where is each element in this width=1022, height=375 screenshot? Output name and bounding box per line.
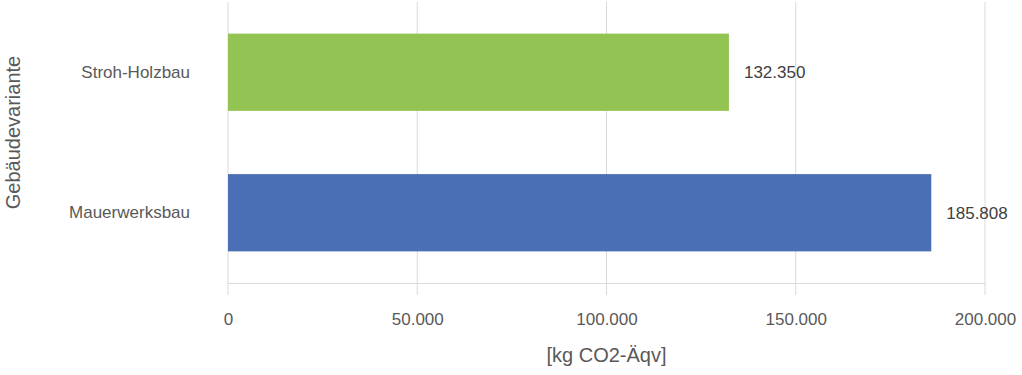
x-tick: 0 <box>224 283 233 329</box>
y-tick: Stroh-Holzbau <box>81 63 228 82</box>
x-tick: 50.000 <box>392 283 444 329</box>
data-label: 185.808 <box>946 204 1007 223</box>
x-tick-label: 0 <box>224 310 233 329</box>
plot: 132.350 185.808 0 50.000 100.000 150.000 200.0… <box>69 2 1016 329</box>
chart: 132.350 185.808 0 50.000 100.000 150.000 200.0… <box>0 0 1022 375</box>
x-tick-label: 100.000 <box>576 310 637 329</box>
data-label: 132.350 <box>744 63 805 82</box>
bar <box>228 174 931 251</box>
x-axis: 0 50.000 100.000 150.000 200.000 <box>224 283 1016 329</box>
y-tick-label: Mauerwerksbau <box>69 203 190 222</box>
y-tick: Mauerwerksbau <box>69 203 228 222</box>
grid <box>228 2 985 295</box>
y-axis-title: Gebäudevariante <box>2 56 24 209</box>
x-tick: 150.000 <box>766 283 827 329</box>
x-tick-label: 50.000 <box>392 310 444 329</box>
x-axis-title: [kg CO2-Äqv] <box>546 344 666 366</box>
x-tick-label: 150.000 <box>766 310 827 329</box>
bar <box>228 34 729 111</box>
x-axis-line <box>229 283 986 284</box>
data-labels: 132.350 185.808 <box>744 63 1008 223</box>
x-tick: 200.000 <box>955 283 1016 329</box>
grid-line <box>985 2 986 295</box>
y-tick-label: Stroh-Holzbau <box>81 63 190 82</box>
bars <box>228 34 931 252</box>
y-axis: Stroh-Holzbau Mauerwerksbau <box>69 63 228 223</box>
x-tick-label: 200.000 <box>955 310 1016 329</box>
x-tick: 100.000 <box>576 283 637 329</box>
